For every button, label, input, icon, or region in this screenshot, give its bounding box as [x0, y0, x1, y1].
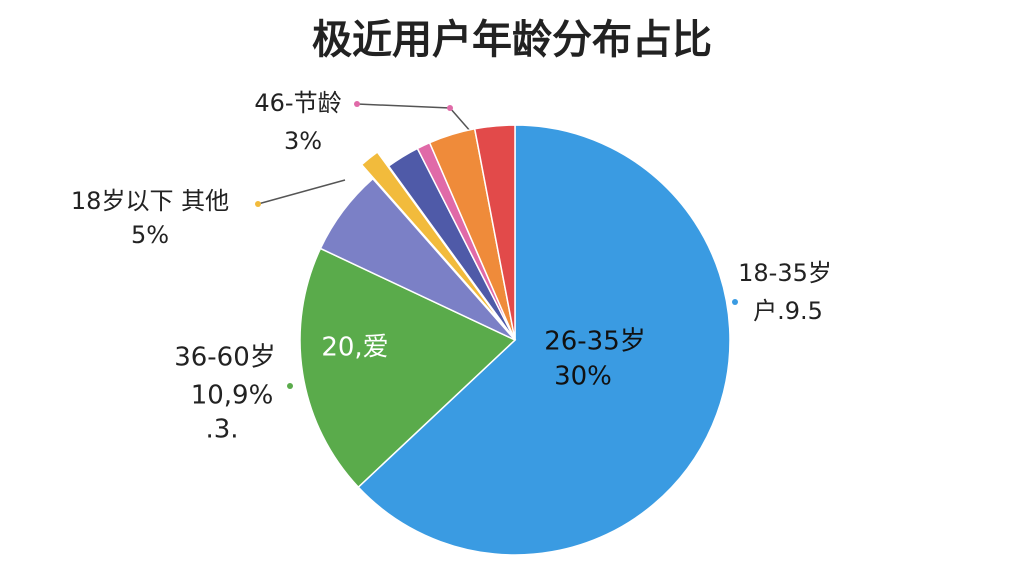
slice-label: 18岁以下 其他: [71, 187, 229, 215]
slice-label: 30%: [554, 362, 612, 392]
slice-label: .3.: [205, 415, 238, 445]
slice-label: 3%: [284, 127, 322, 155]
leader-dot: [732, 299, 738, 305]
slice-label: 36-60岁: [174, 343, 276, 373]
pie-slice: [357, 124, 731, 556]
pie-slice: [360, 150, 505, 327]
slice-label: 户.9.5: [753, 297, 823, 325]
slice-label: 18-35岁: [738, 259, 832, 287]
slice-label: 26-35岁: [544, 327, 646, 357]
pie-slice: [299, 247, 517, 489]
slice-label: 20,爱: [321, 333, 388, 363]
slice-label: 5%: [131, 221, 169, 249]
leader-dot: [287, 383, 293, 389]
pie-slice: [473, 124, 516, 341]
slice-label: 10,9%: [191, 381, 274, 411]
slice-label: 46-节龄: [254, 89, 341, 117]
chart-title: 极近用户年龄分布占比: [312, 17, 712, 63]
leader-dot: [255, 201, 261, 207]
pie-slice: [319, 177, 516, 341]
leader-dot: [447, 105, 453, 111]
leader-line: [257, 179, 346, 205]
leader-dot: [354, 101, 360, 107]
